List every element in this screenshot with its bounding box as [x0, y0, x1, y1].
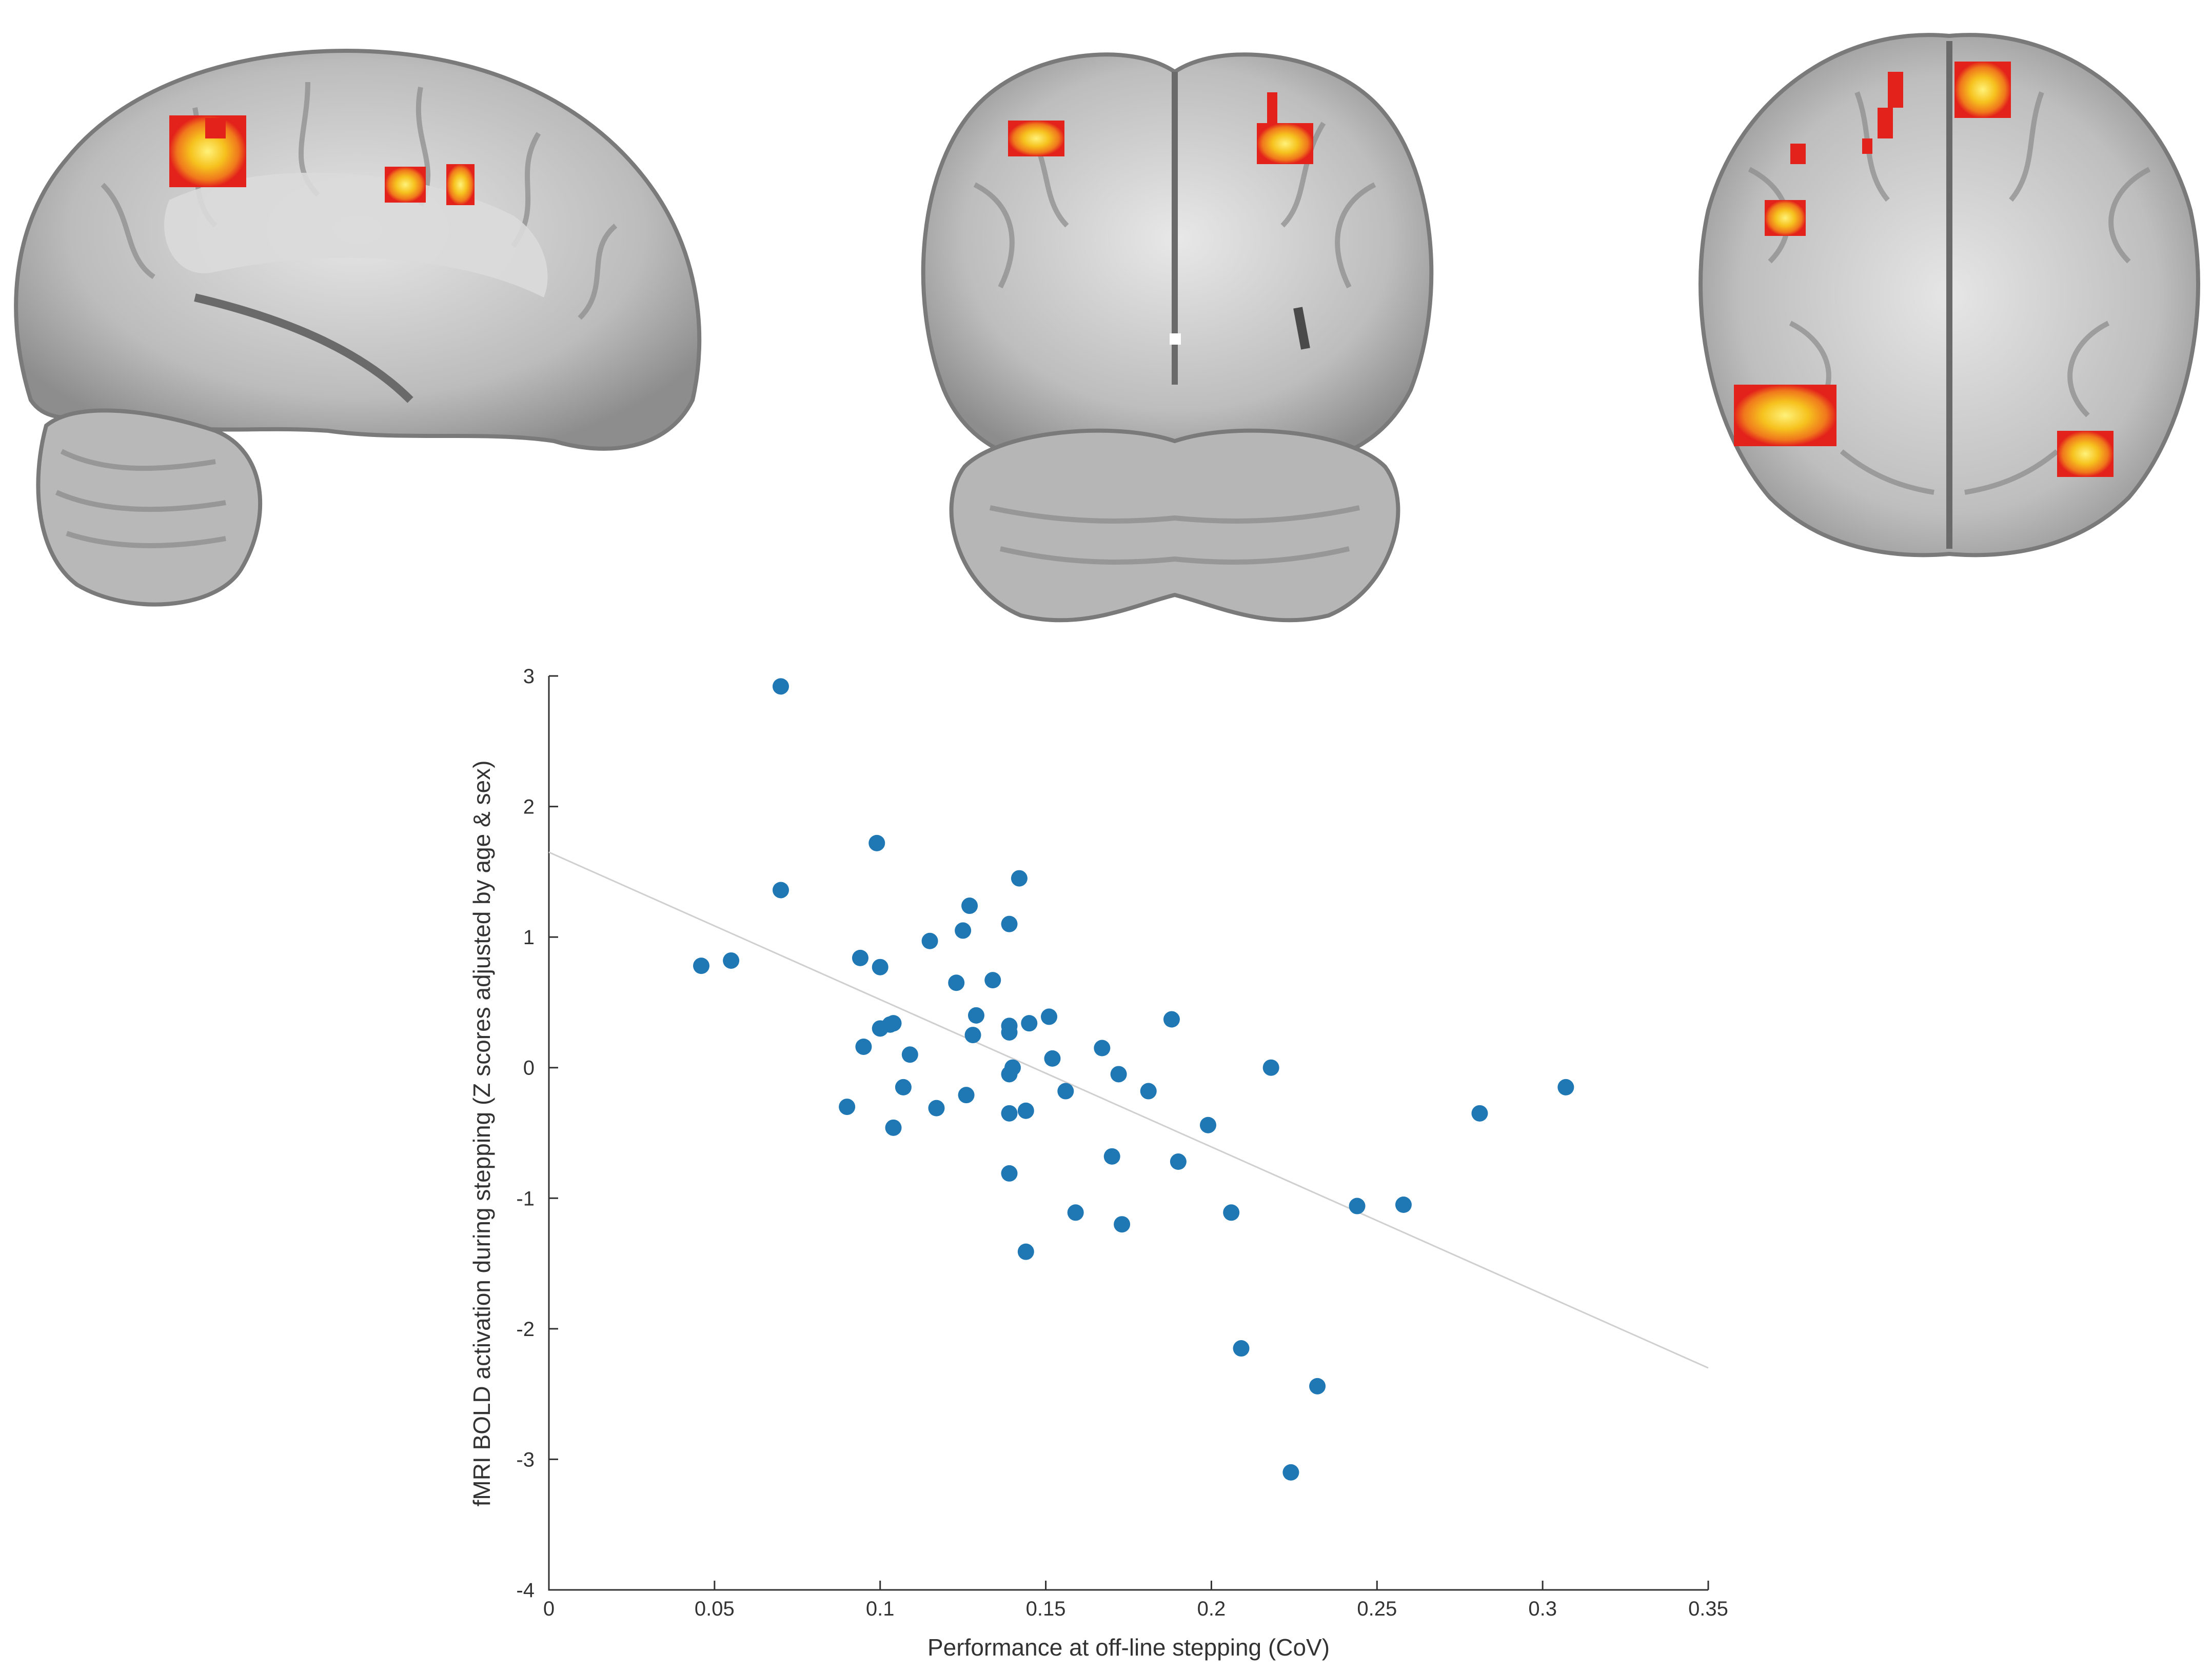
x-tick-label: 0.35: [1688, 1598, 1728, 1620]
data-point: [1557, 1079, 1574, 1095]
data-point: [1041, 1008, 1058, 1025]
data-point: [1017, 1243, 1034, 1260]
data-point: [1170, 1153, 1187, 1170]
brain-coronal-slice-icon: [921, 52, 1434, 623]
data-point: [1140, 1083, 1157, 1100]
y-tick-label: -1: [516, 1187, 535, 1210]
y-axis-ticks: 3 2 1 0 -1 -2 -3 -4: [516, 665, 558, 1602]
x-axis-label: Performance at off-line stepping (CoV): [927, 1634, 1330, 1661]
data-point: [1223, 1204, 1240, 1221]
brain-sagittal-slice-icon: [14, 49, 702, 607]
data-point: [1309, 1378, 1326, 1394]
y-tick-label: 1: [523, 926, 535, 949]
data-point: [852, 949, 868, 966]
data-point: [872, 959, 888, 975]
data-point: [885, 1119, 902, 1136]
data-point: [964, 1027, 981, 1044]
data-point: [1001, 915, 1018, 932]
data-point: [948, 974, 965, 991]
data-point: [693, 958, 710, 974]
x-tick-label: 0.25: [1357, 1598, 1397, 1620]
x-tick-label: 0.1: [866, 1598, 895, 1620]
x-tick-label: 0.2: [1197, 1598, 1226, 1620]
data-point: [1044, 1050, 1061, 1067]
y-tick-label: -3: [516, 1448, 535, 1471]
brain-axial-slice-icon: [1698, 33, 2200, 557]
data-point: [1004, 1059, 1021, 1076]
data-point: [773, 882, 789, 899]
data-point: [885, 1015, 902, 1032]
data-point: [928, 1100, 945, 1117]
data-point: [723, 952, 740, 969]
data-point: [773, 678, 789, 695]
data-point: [1001, 1105, 1018, 1122]
data-point: [961, 898, 978, 914]
data-point: [967, 1007, 984, 1024]
data-point: [1349, 1198, 1366, 1214]
data-point: [1057, 1083, 1074, 1100]
y-tick-label: 2: [523, 796, 535, 819]
axis-lines: [548, 676, 1708, 1591]
x-tick-label: 0.3: [1528, 1598, 1557, 1620]
data-point: [1067, 1204, 1084, 1221]
data-point: [1163, 1011, 1180, 1028]
data-points: [693, 678, 1574, 1481]
data-point: [958, 1087, 975, 1104]
data-point: [1199, 1117, 1216, 1133]
data-point: [868, 834, 885, 851]
data-point: [1110, 1066, 1127, 1083]
data-point: [839, 1099, 856, 1115]
data-point: [1233, 1340, 1250, 1357]
data-point: [1001, 1165, 1018, 1182]
data-point: [1017, 1102, 1034, 1119]
data-point: [901, 1046, 918, 1063]
y-tick-label: 3: [523, 665, 535, 688]
data-point: [895, 1079, 912, 1095]
y-tick-label: -4: [516, 1579, 535, 1602]
data-point: [1094, 1040, 1111, 1057]
data-point: [955, 922, 972, 939]
x-tick-label: 0.05: [695, 1598, 735, 1620]
data-point: [1114, 1216, 1131, 1233]
y-axis-label: fMRI BOLD activation during stepping (Z …: [468, 761, 495, 1507]
y-tick-label: -2: [516, 1318, 535, 1341]
chart-axes: [548, 676, 1708, 1591]
data-point: [1103, 1148, 1120, 1165]
y-tick-label: 0: [523, 1057, 535, 1080]
data-point: [921, 932, 938, 949]
data-point: [1021, 1015, 1038, 1032]
data-point: [1262, 1059, 1279, 1076]
data-point: [1001, 1024, 1018, 1041]
regression-line: [548, 851, 1709, 1369]
data-point: [984, 972, 1001, 989]
x-tick-label: 0: [543, 1598, 555, 1620]
data-point: [1395, 1197, 1412, 1213]
x-axis-ticks: 0 0.05 0.1 0.15 0.2 0.25 0.3 0.35: [543, 1581, 1728, 1620]
data-point: [1282, 1464, 1299, 1481]
data-point: [855, 1038, 872, 1055]
x-tick-label: 0.15: [1026, 1598, 1066, 1620]
data-point: [1471, 1105, 1488, 1122]
data-point: [1011, 870, 1028, 887]
